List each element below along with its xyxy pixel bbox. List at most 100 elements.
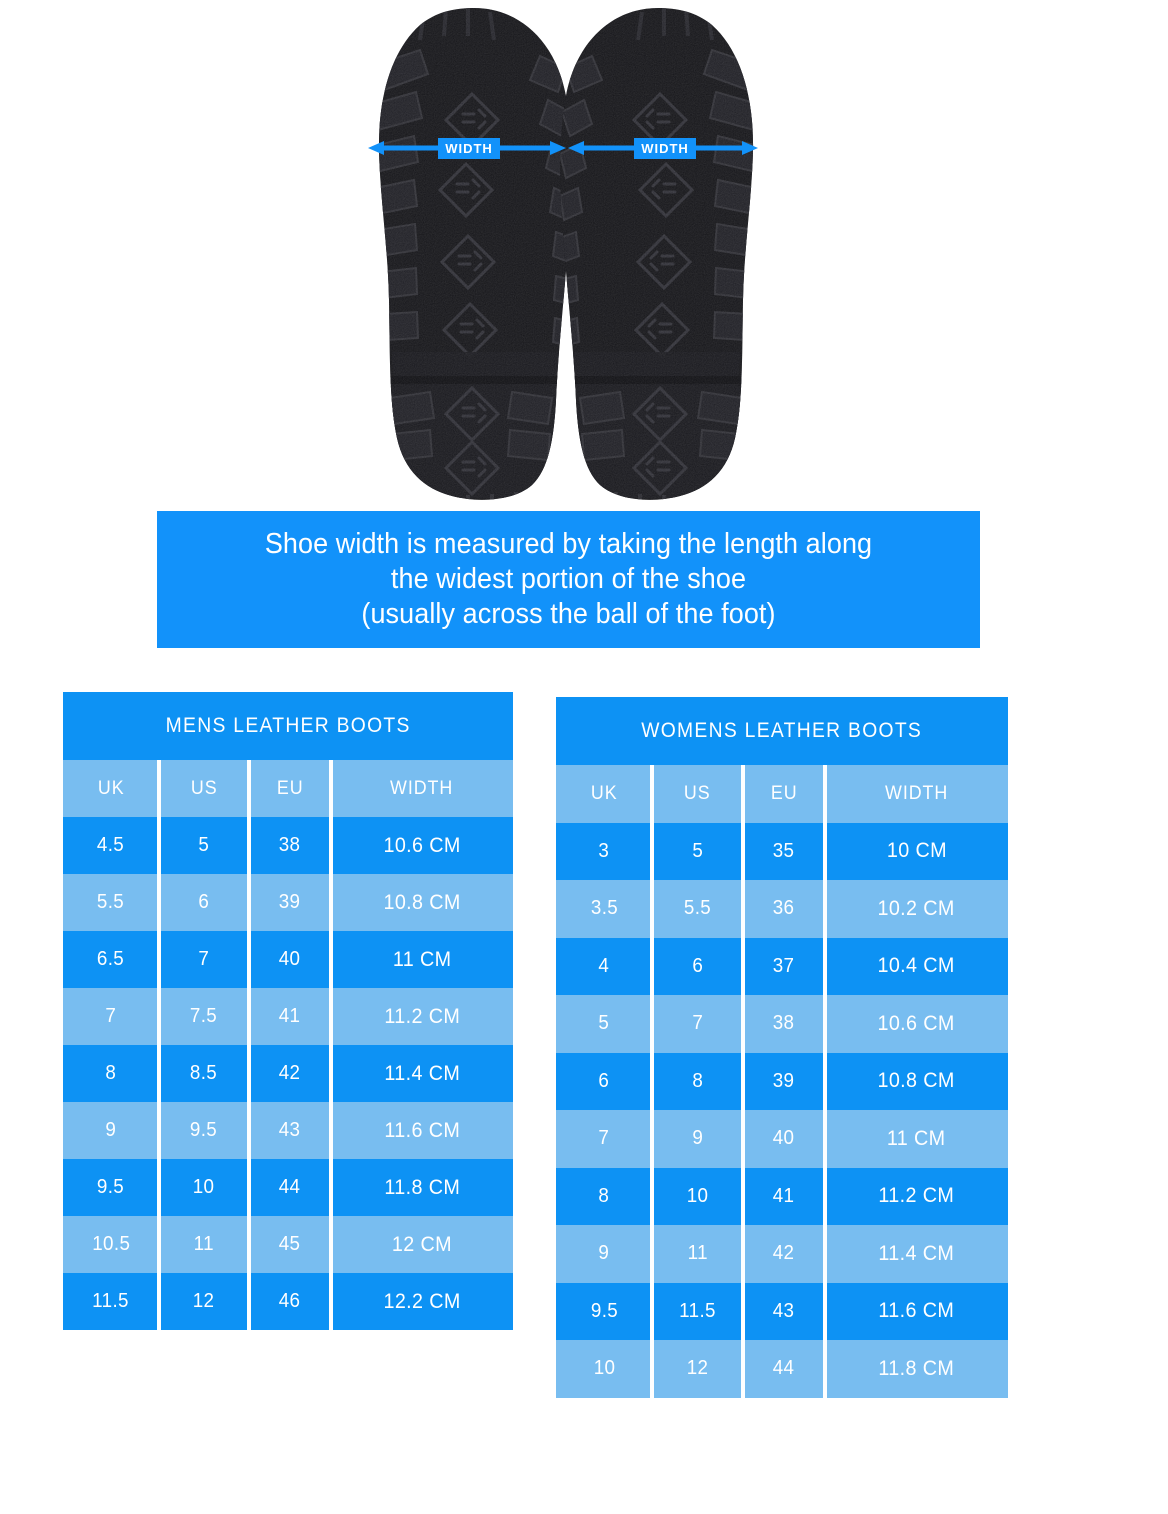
table-cell-value: 7: [105, 1005, 117, 1027]
table-cell-value: 36: [772, 897, 795, 920]
table-cell-value: 6: [598, 1069, 610, 1092]
table-cell-uk: 10: [556, 1340, 652, 1398]
table-cell-us: 10: [650, 1167, 742, 1226]
table-cell-us: 10: [156, 1159, 249, 1216]
table-cell-value: 35: [772, 839, 795, 862]
boot-soles-figure: WIDTH WIDTH: [0, 0, 1168, 505]
table-cell-width: 11.8 CM: [328, 1159, 513, 1216]
womens-table-body: UK US EU WIDTH 3 5 35 10 CM 3.5 5.5 36 10.2 CM 4 6 37 1…: [556, 765, 1008, 1398]
table-cell-value: 12 CM: [391, 1232, 452, 1256]
table-cell-value: 11.6 CM: [383, 1118, 460, 1142]
table-row: 9 9.5 43 11.6 CM: [63, 1102, 513, 1159]
table-cell-value: 11: [687, 1242, 708, 1265]
table-cell-us: 5: [156, 817, 249, 874]
table-cell-uk: 6.5: [63, 931, 159, 988]
table-cell-us: 7: [156, 931, 249, 988]
table-cell-value: 11.2 CM: [383, 1004, 460, 1028]
table-cell-value: 10.2 CM: [877, 896, 956, 920]
table-cell-value: 5: [598, 1012, 610, 1035]
table-row: 3 5 35 10 CM: [556, 822, 1008, 881]
table-cell-eu: 37: [740, 937, 825, 996]
table-cell-uk: 9: [556, 1225, 652, 1283]
mens-table-title: MENS LEATHER BOOTS: [63, 692, 513, 760]
table-cell-value: 42: [278, 1062, 301, 1084]
table-cell-value: 11.8 CM: [878, 1356, 955, 1380]
table-cell-us: 9: [650, 1110, 742, 1168]
width-label-right-box: [634, 138, 696, 159]
table-cell-value: 12: [686, 1357, 709, 1380]
table-cell-us: 11.5: [650, 1282, 742, 1341]
table-cell-value: 9.5: [97, 1176, 125, 1198]
table-cell-value: 46: [278, 1290, 301, 1312]
table-cell-uk: 4.5: [63, 817, 159, 874]
table-cell-width: 11.2 CM: [328, 988, 513, 1045]
womens-table-title-text: WOMENS LEATHER BOOTS: [641, 719, 923, 742]
table-cell-eu: 42: [740, 1225, 825, 1283]
table-cell-uk: 7: [556, 1110, 652, 1168]
table-cell-us: 8.5: [156, 1045, 249, 1102]
mens-table-title-text: MENS LEATHER BOOTS: [165, 714, 411, 737]
table-cell-us: 12: [156, 1273, 249, 1330]
column-header-width: WIDTH: [328, 760, 513, 817]
table-cell-value: 44: [772, 1357, 795, 1380]
table-cell-value: 45: [278, 1233, 301, 1255]
table-cell-uk: 3: [556, 823, 652, 881]
table-cell-width: 11.4 CM: [822, 1225, 1008, 1283]
table-cell-value: 11 CM: [887, 1126, 946, 1150]
table-cell-width: 11 CM: [328, 931, 513, 988]
table-row: 10.5 11 45 12 CM: [63, 1216, 513, 1273]
column-header-width: WIDTH: [822, 765, 1008, 823]
table-cell-value: 9.5: [590, 1299, 618, 1322]
table-cell-value: 8.5: [190, 1062, 218, 1084]
table-cell-value: 9: [105, 1119, 117, 1141]
table-cell-us: 8: [650, 1052, 742, 1111]
table-cell-eu: 42: [246, 1045, 331, 1102]
table-cell-width: 11.4 CM: [328, 1045, 513, 1102]
table-cell-width: 10.4 CM: [822, 937, 1008, 996]
info-banner: Shoe width is measured by taking the len…: [157, 511, 980, 648]
table-cell-value: 3.5: [590, 897, 618, 920]
table-cell-value: 10.6 CM: [877, 1011, 956, 1035]
table-cell-uk: 7: [63, 988, 159, 1045]
table-cell-uk: 4: [556, 938, 652, 996]
table-header-row: UK US EU WIDTH: [63, 760, 513, 817]
table-cell-eu: 40: [246, 931, 331, 988]
table-cell-value: 11.6 CM: [878, 1299, 955, 1323]
table-cell-value: 41: [772, 1184, 795, 1207]
right-boot-sole: [560, 8, 754, 500]
table-cell-eu: 41: [740, 1167, 825, 1226]
table-cell-value: 11.8 CM: [383, 1175, 460, 1199]
table-cell-width: 11 CM: [822, 1110, 1008, 1168]
table-cell-value: 8: [598, 1184, 610, 1207]
width-label-left: WIDTH: [445, 141, 493, 156]
table-cell-width: 10.2 CM: [822, 880, 1008, 938]
column-header-us: US: [650, 765, 742, 823]
table-cell-value: 4.5: [97, 834, 125, 856]
table-row: 8 8.5 42 11.4 CM: [63, 1045, 513, 1102]
table-cell-us: 5: [650, 822, 742, 881]
column-header-eu: EU: [246, 760, 331, 817]
table-cell-eu: 39: [246, 874, 331, 931]
table-cell-value: 10.6 CM: [383, 833, 461, 857]
column-header-label: US: [684, 782, 711, 804]
table-header-row: UK US EU WIDTH: [556, 765, 1008, 823]
table-cell-value: 11.5: [92, 1290, 130, 1312]
column-header-label: WIDTH: [390, 777, 454, 799]
table-cell-uk: 9.5: [63, 1159, 159, 1216]
table-cell-value: 10: [593, 1357, 615, 1380]
left-boot-sole: [378, 8, 572, 500]
table-cell-value: 6.5: [97, 948, 125, 970]
table-row: 6.5 7 40 11 CM: [63, 931, 513, 988]
table-cell-value: 6: [692, 954, 703, 977]
table-cell-us: 7.5: [156, 988, 249, 1045]
table-cell-value: 11.2 CM: [878, 1184, 955, 1208]
table-cell-value: 7: [198, 948, 210, 970]
table-cell-value: 12: [193, 1290, 215, 1312]
table-cell-us: 7: [650, 995, 742, 1053]
table-cell-value: 39: [278, 891, 301, 913]
table-row: 9.5 10 44 11.8 CM: [63, 1159, 513, 1216]
table-cell-width: 11.2 CM: [822, 1167, 1008, 1226]
column-header-label: US: [190, 777, 218, 799]
table-cell-us: 12: [650, 1340, 742, 1398]
table-cell-eu: 38: [740, 995, 825, 1053]
